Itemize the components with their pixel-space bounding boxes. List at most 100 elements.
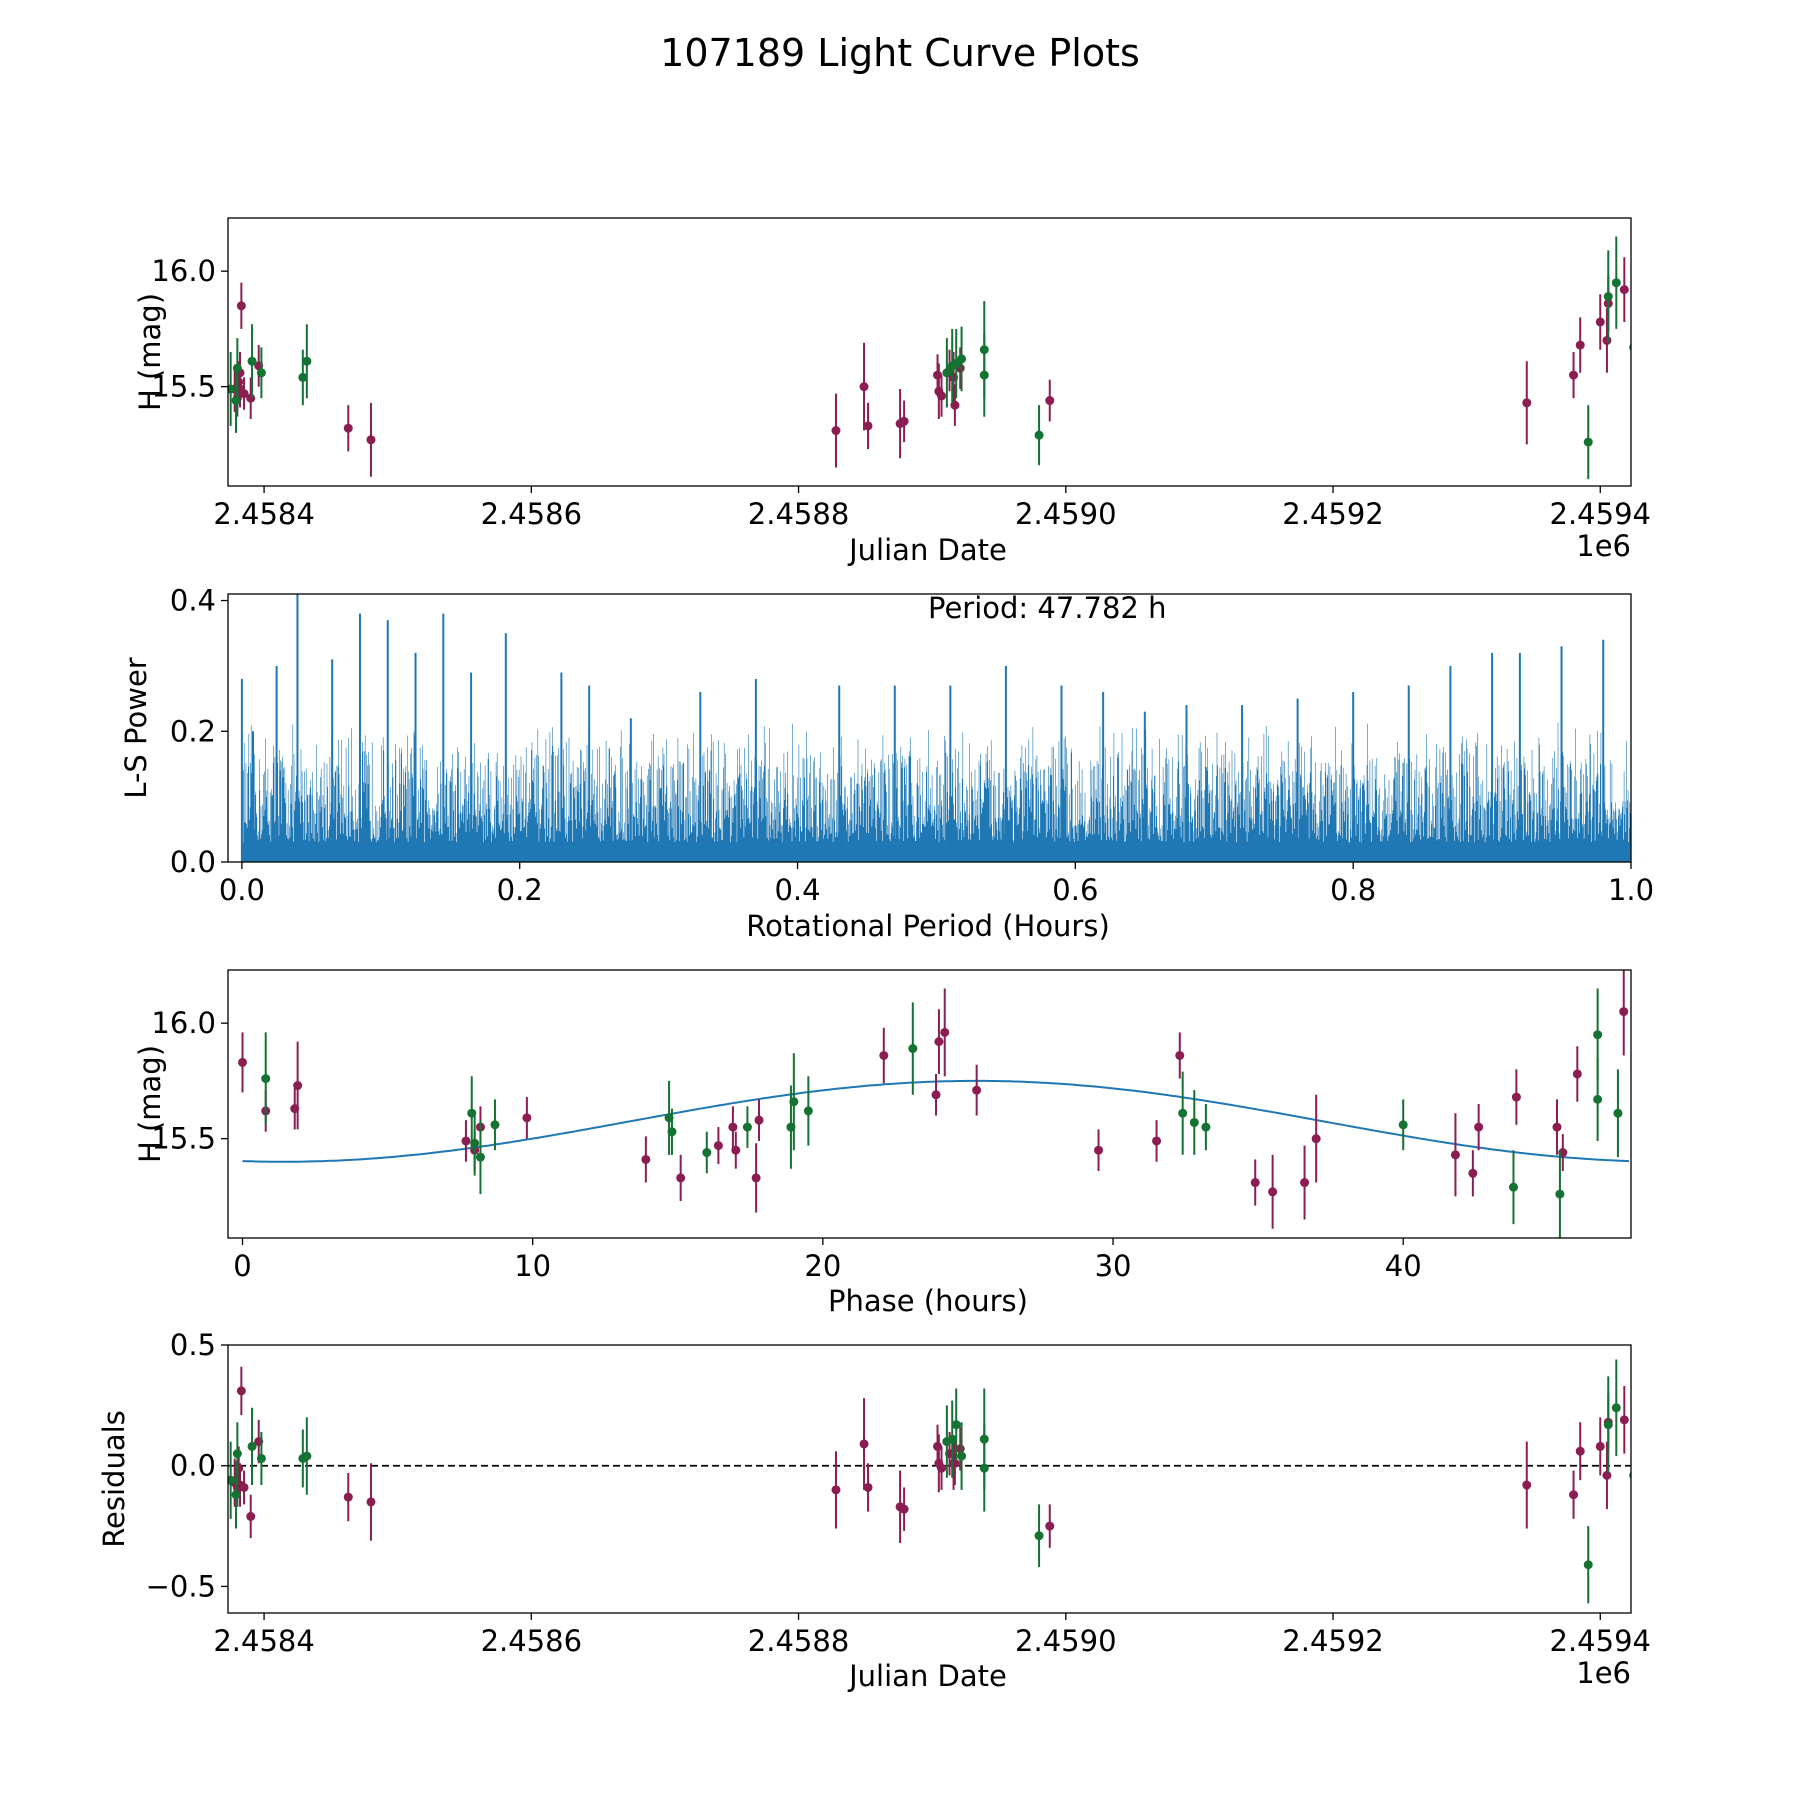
residuals-r-point — [1602, 1470, 1612, 1480]
residuals-x-tick-label: 2.4588 — [748, 1624, 849, 1658]
lightcurve-g-point — [1034, 430, 1044, 440]
phased-y-tick-label: 16.0 — [151, 1006, 216, 1040]
lightcurve-g-point — [1645, 357, 1654, 366]
periodogram-x-tick-label: 0.6 — [1052, 873, 1098, 907]
phased-g-point — [803, 1106, 813, 1116]
lightcurve-y-label: H (mag) — [133, 293, 167, 411]
periodogram-panel: 0.0 0.2 0.4 0.6 0.8 1.0 0.0 0.2 0.4 Period: 47.7… — [119, 584, 1654, 943]
phased-ticks: 0 10 20 30 40 15.5 16.0 — [151, 1006, 1421, 1283]
lightcurve-g-point — [231, 396, 241, 406]
periodogram-y-tick-label: 0.4 — [170, 584, 216, 618]
lightcurve-x-tick-label: 2.4584 — [213, 497, 314, 531]
lightcurve-panel: 2.4584 2.4586 2.4588 2.4590 2.4592 2.4594 15.5… — [133, 217, 1688, 567]
residuals-y-label: Residuals — [97, 1410, 131, 1548]
residuals-g-point — [1630, 1458, 1631, 1463]
phased-panel: 0 10 20 30 40 15.5 16.0 Phase (hours) H (mag) — [133, 969, 1632, 1318]
residuals-x-tick-label: 2.4590 — [1015, 1624, 1116, 1658]
phased-r-point — [238, 1057, 248, 1067]
residuals-r-point — [937, 1463, 947, 1473]
phased-r-point — [1268, 1187, 1278, 1197]
lightcurve-x-tick-label: 2.4590 — [1015, 497, 1116, 531]
periodogram-x-label: Rotational Period (Hours) — [746, 909, 1110, 943]
phased-g-point — [1508, 1182, 1518, 1192]
periodogram-x-tick-label: 0.8 — [1330, 873, 1376, 907]
lightcurve-r-point — [343, 423, 353, 433]
phased-r-point — [1175, 1050, 1185, 1060]
periodogram-axes-frame — [227, 593, 1632, 863]
residuals-r-point — [1632, 1386, 1641, 1395]
phased-g-point — [490, 1120, 500, 1130]
phased-x-tick-label: 20 — [804, 1249, 841, 1283]
phased-r-point — [972, 1085, 982, 1095]
residuals-r-point — [1619, 1415, 1629, 1425]
phased-x-tick-label: 30 — [1095, 1249, 1132, 1283]
lightcurve-r-point — [1679, 329, 1688, 338]
residuals-axes-frame — [227, 1344, 1632, 1614]
residuals-r-point — [1045, 1521, 1055, 1531]
lightcurve-r-point — [1569, 370, 1579, 380]
phased-r-point — [1250, 1178, 1260, 1188]
periodogram-x-tick-label: 0.4 — [774, 873, 820, 907]
phased-x-tick-label: 10 — [514, 1249, 551, 1283]
lightcurve-r-point — [366, 435, 376, 445]
residuals-g-point — [979, 1434, 989, 1444]
lightcurve-r-point — [1639, 357, 1648, 366]
lightcurve-g-point — [979, 345, 989, 355]
residuals-x-tick-label: 2.4584 — [213, 1624, 314, 1658]
residuals-r-point — [1522, 1480, 1532, 1490]
phased-r-point — [1552, 1122, 1562, 1132]
phased-y-label: H (mag) — [133, 1045, 167, 1163]
residuals-x-label: Julian Date — [847, 1659, 1007, 1693]
phased-g-point — [702, 1148, 712, 1158]
residuals-r-point — [246, 1511, 256, 1521]
phased-g-point — [789, 1097, 799, 1107]
lightcurve-y-tick-label: 15.5 — [151, 370, 216, 404]
phased-g-point — [1593, 1094, 1603, 1104]
lightcurve-g-point — [298, 372, 308, 382]
phased-r-point — [1474, 1122, 1484, 1132]
periodogram-x-tick-label: 0.2 — [497, 873, 543, 907]
residuals-g-point — [231, 1490, 241, 1500]
residuals-x-offset: 1e6 — [1576, 1656, 1631, 1690]
lightcurve-ticks: 2.4584 2.4586 2.4588 2.4590 2.4592 2.4594 15.5… — [151, 254, 1651, 531]
lightcurve-x-label: Julian Date — [847, 533, 1007, 567]
lightcurve-g-point — [1611, 278, 1621, 288]
phased-x-tick-label: 40 — [1385, 1249, 1422, 1283]
phased-r-point — [1572, 1069, 1582, 1079]
phased-r-point — [1300, 1178, 1310, 1188]
lightcurve-y-tick-label: 16.0 — [151, 254, 216, 288]
lightcurve-marks — [228, 236, 1688, 480]
residuals-y-tick-label: 0.5 — [170, 1328, 216, 1362]
phased-r-point — [931, 1090, 941, 1100]
residuals-r-point — [1630, 1444, 1631, 1449]
periodogram-plot-area — [240, 594, 1631, 862]
periodogram-x-tick-label: 0.0 — [219, 873, 265, 907]
lightcurve-r-point — [1575, 340, 1585, 350]
phased-plot-area — [238, 970, 1630, 1238]
lightcurve-g-point — [1583, 437, 1593, 447]
phased-g-point — [1555, 1189, 1565, 1199]
residuals-g-point — [1583, 1560, 1593, 1570]
residuals-x-tick-label: 2.4594 — [1550, 1624, 1651, 1658]
phased-r-point — [754, 1115, 764, 1125]
residuals-r-point — [899, 1504, 909, 1514]
phased-r-point — [1311, 1134, 1321, 1144]
lightcurve-x-offset: 1e6 — [1576, 529, 1631, 563]
phased-g-point — [470, 1138, 480, 1148]
residuals-r-point — [1639, 1485, 1648, 1494]
residuals-r-point — [1575, 1446, 1585, 1456]
phased-r-point — [713, 1141, 723, 1151]
lightcurve-r-point — [1644, 348, 1653, 357]
phased-r-point — [879, 1050, 889, 1060]
lightcurve-r-point — [950, 400, 960, 410]
residuals-g-point — [957, 1451, 967, 1461]
phased-g-point — [1201, 1122, 1211, 1132]
residuals-r-point — [1569, 1490, 1579, 1500]
residuals-y-tick-label: −0.5 — [146, 1569, 216, 1603]
residuals-r-point — [863, 1482, 873, 1492]
phased-marks — [238, 970, 1630, 1238]
lightcurve-g-point — [228, 384, 236, 394]
lightcurve-g-point — [232, 363, 242, 373]
phased-r-point — [676, 1173, 686, 1183]
